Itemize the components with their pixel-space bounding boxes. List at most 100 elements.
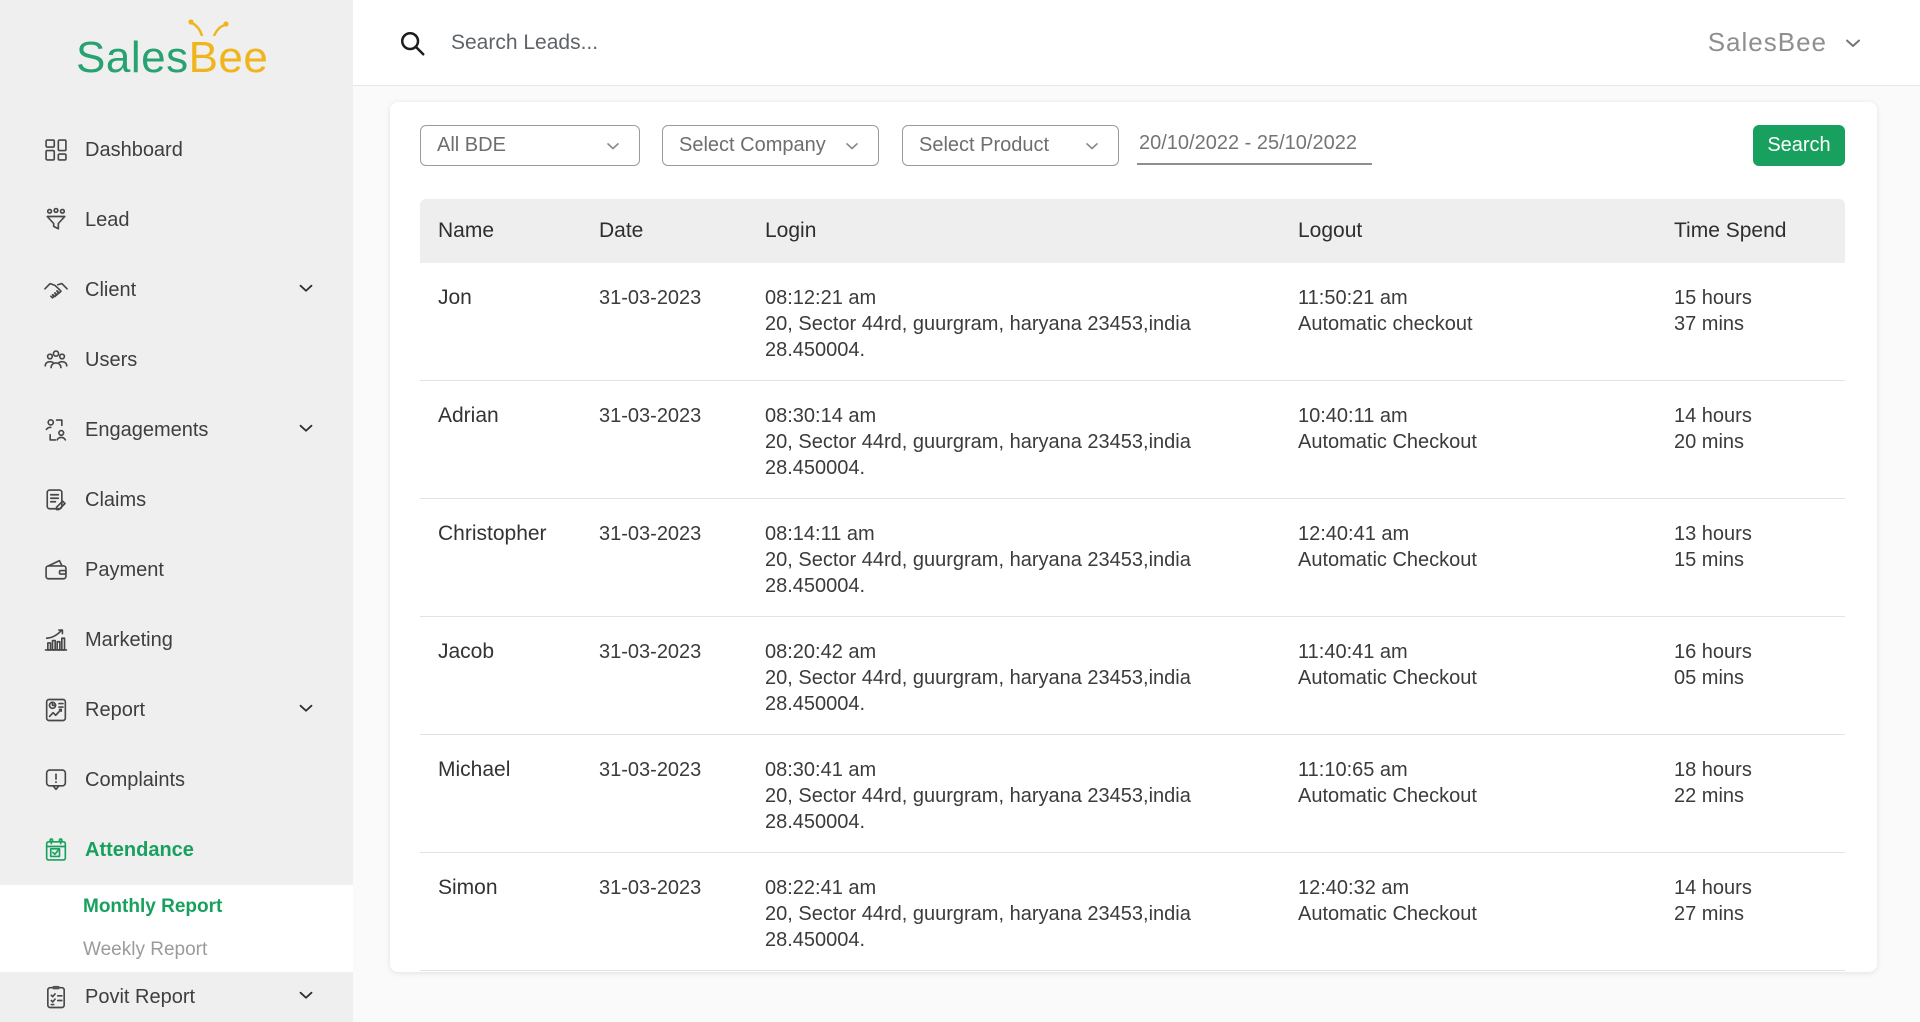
sidebar-item-client[interactable]: Client xyxy=(0,255,353,325)
sidebar-item-report[interactable]: Report xyxy=(0,675,353,745)
sidebar-item-label: Marketing xyxy=(85,628,173,651)
cell-time-spend: 16 hours 05 mins xyxy=(1674,641,1752,689)
sidebar-item-complaints[interactable]: Complaints xyxy=(0,745,353,815)
bde-select[interactable]: All BDE xyxy=(420,125,640,166)
chevron-down-icon[interactable] xyxy=(295,984,317,1011)
cell-logout: 10:40:11 am Automatic Checkout xyxy=(1298,405,1477,453)
sidebar-item-label: Client xyxy=(85,278,137,301)
submenu-item-weekly-report[interactable]: Weekly Report xyxy=(83,939,208,960)
cell-date: 31-03-2023 xyxy=(599,877,702,899)
main-area: SalesBee All BDE Select Company Select P… xyxy=(353,0,1920,1022)
chevron-down-icon[interactable] xyxy=(295,697,317,724)
cell-login: 08:30:41 am 20, Sector 44rd, guurgram, ha… xyxy=(765,759,1191,833)
cell-login: 08:14:11 am 20, Sector 44rd, guurgram, ha… xyxy=(765,523,1191,597)
cell-date: 31-03-2023 xyxy=(599,759,702,781)
wallet-icon xyxy=(40,554,72,586)
sidebar-item-marketing[interactable]: Marketing xyxy=(0,605,353,675)
cell-name: Adrian xyxy=(438,404,499,427)
cell-time-spend: 15 hours 37 mins xyxy=(1674,287,1752,335)
company-select[interactable]: Select Company xyxy=(662,125,879,166)
sidebar-item-dashboard[interactable]: Dashboard xyxy=(0,115,353,185)
cell-name: Christopher xyxy=(438,522,547,545)
chevron-down-icon[interactable] xyxy=(295,277,317,304)
chevron-down-icon[interactable] xyxy=(295,417,317,444)
submenu-item-monthly-report[interactable]: Monthly Report xyxy=(83,896,223,917)
claims-document-icon xyxy=(40,484,72,516)
col-header-name: Name xyxy=(438,219,495,242)
cell-logout: 12:40:32 am Automatic Checkout xyxy=(1298,877,1477,925)
logo-text-bee: Bee xyxy=(187,18,269,83)
cell-logout: 11:50:21 am Automatic checkout xyxy=(1298,287,1473,335)
table-row: Simon 31-03-2023 08:22:41 am 20, Sector 4… xyxy=(420,853,1845,971)
marketing-chart-icon xyxy=(40,624,72,656)
topbar: SalesBee xyxy=(353,0,1920,86)
cell-logout: 11:40:41 am Automatic Checkout xyxy=(1298,641,1477,689)
col-header-login: Login xyxy=(765,219,817,242)
chevron-down-icon xyxy=(1082,136,1102,156)
sidebar-item-povit-report[interactable]: Povit Report xyxy=(0,972,353,1022)
company-select-value: Select Company xyxy=(679,134,826,156)
cell-date: 31-03-2023 xyxy=(599,641,702,663)
search-button[interactable]: Search xyxy=(1753,125,1845,166)
sidebar: Sales Bee Dashboard Lead Client Us xyxy=(0,0,353,1022)
attendance-calendar-icon xyxy=(40,834,72,866)
sidebar-item-label: Complaints xyxy=(85,768,186,791)
cell-login: 08:12:21 am 20, Sector 44rd, guurgram, ha… xyxy=(765,287,1191,361)
complaints-bubble-icon xyxy=(40,764,72,796)
sidebar-item-claims[interactable]: Claims xyxy=(0,465,353,535)
profile-menu[interactable]: SalesBee xyxy=(1708,27,1865,58)
lead-search xyxy=(397,28,1708,58)
logo-text-sales: Sales xyxy=(76,32,189,82)
bee-antennae-icon xyxy=(187,18,229,36)
cell-name: Michael xyxy=(438,758,511,781)
sidebar-item-label: Report xyxy=(85,698,146,721)
sidebar-item-engagements[interactable]: Engagements xyxy=(0,395,353,465)
dashboard-icon xyxy=(40,134,72,166)
sidebar-item-label: Engagements xyxy=(85,418,209,441)
product-select-value: Select Product xyxy=(919,134,1050,156)
users-icon xyxy=(40,344,72,376)
handshake-icon xyxy=(40,274,72,306)
sidebar-item-attendance[interactable]: Attendance xyxy=(0,815,353,885)
chevron-down-icon xyxy=(603,136,623,156)
sidebar-item-label: Povit Report xyxy=(85,985,196,1008)
cell-time-spend: 13 hours 15 mins xyxy=(1674,523,1752,571)
sidebar-item-label: Claims xyxy=(85,488,147,511)
cell-time-spend: 14 hours 27 mins xyxy=(1674,877,1752,925)
col-header-logout: Logout xyxy=(1298,219,1363,242)
cell-time-spend: 18 hours 22 mins xyxy=(1674,759,1752,807)
attendance-submenu: Monthly Report Weekly Report xyxy=(0,885,353,972)
sidebar-item-lead[interactable]: Lead xyxy=(0,185,353,255)
lead-funnel-icon xyxy=(40,204,72,236)
table-header-row: Name Date Login Logout Time Spend xyxy=(420,199,1845,263)
attendance-report-card: All BDE Select Company Select Product Se… xyxy=(390,102,1877,972)
sidebar-item-label: Attendance xyxy=(85,838,194,861)
table-row: Adrian 31-03-2023 08:30:14 am 20, Sector … xyxy=(420,381,1845,499)
col-header-time-spend: Time Spend xyxy=(1674,219,1787,242)
search-icon[interactable] xyxy=(397,28,427,58)
cell-logout: 12:40:41 am Automatic Checkout xyxy=(1298,523,1477,571)
cell-login: 08:22:41 am 20, Sector 44rd, guurgram, ha… xyxy=(765,877,1191,951)
col-header-date: Date xyxy=(599,219,644,242)
table-row: Christopher 31-03-2023 08:14:11 am 20, Se… xyxy=(420,499,1845,617)
chevron-down-icon xyxy=(842,136,862,156)
engagements-icon xyxy=(40,414,72,446)
sidebar-item-label: Dashboard xyxy=(85,138,183,161)
cell-date: 31-03-2023 xyxy=(599,405,702,427)
sidebar-item-payment[interactable]: Payment xyxy=(0,535,353,605)
cell-time-spend: 14 hours 20 mins xyxy=(1674,405,1752,453)
profile-name: SalesBee xyxy=(1707,27,1827,57)
cell-name: Simon xyxy=(438,876,498,899)
sidebar-item-users[interactable]: Users xyxy=(0,325,353,395)
search-leads-input[interactable] xyxy=(451,30,871,55)
table-row: Jacob 31-03-2023 08:20:42 am 20, Sector 4… xyxy=(420,617,1845,735)
cell-name: Jacob xyxy=(438,640,495,663)
date-range-input[interactable] xyxy=(1137,126,1372,165)
table-row: Michael 31-03-2023 08:30:41 am 20, Sector… xyxy=(420,735,1845,853)
product-select[interactable]: Select Product xyxy=(902,125,1119,166)
sidebar-item-label: Lead xyxy=(85,208,130,231)
cell-logout: 11:10:65 am Automatic Checkout xyxy=(1298,759,1477,807)
attendance-table: Name Date Login Logout Time Spend Jon 31… xyxy=(420,199,1845,971)
cell-date: 31-03-2023 xyxy=(599,287,702,309)
